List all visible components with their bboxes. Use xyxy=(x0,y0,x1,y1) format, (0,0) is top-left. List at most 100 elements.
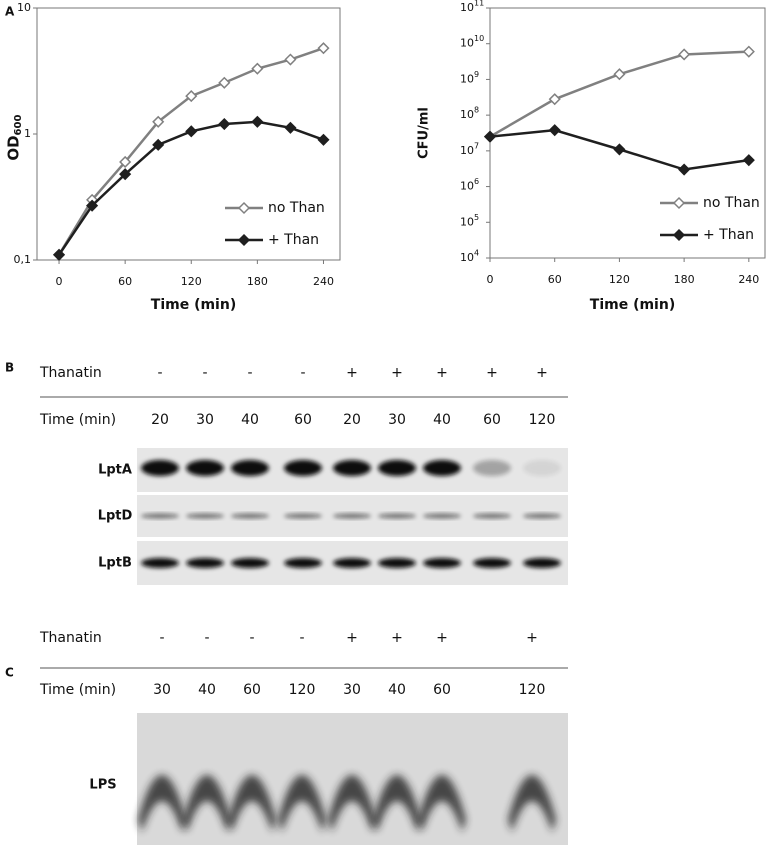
x-tick-label: 120 xyxy=(181,275,202,288)
panel-label: C xyxy=(5,666,14,680)
time-label: 60 xyxy=(243,682,261,698)
x-axis-label: Time (min) xyxy=(151,297,236,313)
blot-band xyxy=(231,558,269,568)
blot-band xyxy=(333,513,371,519)
time-label: 120 xyxy=(519,682,546,698)
panel-label: A xyxy=(5,5,15,19)
time-label: 120 xyxy=(529,412,556,428)
treatment-sign: + xyxy=(486,365,498,381)
x-tick-label: 60 xyxy=(548,273,562,286)
row-label: Time (min) xyxy=(39,682,116,698)
row-label: Time (min) xyxy=(39,412,116,428)
treatment-sign: - xyxy=(249,630,254,646)
legend-marker xyxy=(237,233,251,247)
data-point xyxy=(613,68,626,81)
y-tick-exponent: 7 xyxy=(474,141,479,150)
treatment-sign: - xyxy=(202,365,207,381)
data-point xyxy=(86,199,99,212)
blot-band xyxy=(141,558,179,568)
y-tick-label: 10 xyxy=(460,1,474,14)
data-point xyxy=(251,62,264,75)
treatment-sign: + xyxy=(391,630,403,646)
data-point xyxy=(284,121,297,134)
x-tick-label: 240 xyxy=(313,275,334,288)
treatment-sign: - xyxy=(204,630,209,646)
data-point xyxy=(548,93,561,106)
y-tick-label: 10 xyxy=(460,180,474,193)
blot-band xyxy=(473,558,511,568)
data-point xyxy=(742,154,755,167)
blot-band xyxy=(186,513,224,519)
lps-smear xyxy=(228,775,276,832)
legend-label: no Than xyxy=(703,195,760,211)
time-label: 40 xyxy=(198,682,216,698)
y-tick-label: 10 xyxy=(17,1,31,14)
treatment-sign: - xyxy=(300,365,305,381)
data-point xyxy=(742,45,755,58)
legend-label: no Than xyxy=(268,200,325,216)
blot-band xyxy=(186,460,224,476)
blot-band xyxy=(284,558,322,568)
series-line xyxy=(57,46,324,256)
treatment-sign: - xyxy=(247,365,252,381)
blot-band xyxy=(333,460,371,476)
time-label: 60 xyxy=(483,412,501,428)
treatment-sign: + xyxy=(436,630,448,646)
time-label: 30 xyxy=(388,412,406,428)
time-label: 20 xyxy=(343,412,361,428)
x-tick-label: 60 xyxy=(118,275,132,288)
y-tick-exponent: 5 xyxy=(474,213,479,222)
lps-smear xyxy=(328,775,376,832)
blot-band xyxy=(186,558,224,568)
lane-label: LptB xyxy=(98,556,132,571)
x-tick-label: 0 xyxy=(487,273,494,286)
treatment-sign: + xyxy=(536,365,548,381)
data-point xyxy=(185,90,198,103)
y-tick-label: 1 xyxy=(24,127,31,140)
data-point xyxy=(185,125,198,138)
y-axis-label: CFU/ml xyxy=(417,107,432,159)
time-label: 60 xyxy=(433,682,451,698)
data-point xyxy=(317,133,330,146)
data-point xyxy=(613,143,626,156)
y-tick-exponent: 4 xyxy=(474,249,479,258)
data-point xyxy=(678,48,691,61)
y-axis-label: OD xyxy=(5,135,23,160)
blot-band xyxy=(284,513,322,519)
blot-band xyxy=(378,460,416,476)
treatment-sign: - xyxy=(299,630,304,646)
data-point xyxy=(483,130,497,143)
legend-marker xyxy=(672,196,686,210)
lps-smear xyxy=(418,775,466,832)
x-tick-label: 0 xyxy=(56,275,63,288)
treatment-sign: + xyxy=(526,630,538,646)
data-point xyxy=(119,168,132,181)
data-point xyxy=(152,138,165,151)
row-label: Thanatin xyxy=(39,365,102,381)
treatment-sign: - xyxy=(159,630,164,646)
treatment-sign: + xyxy=(346,630,358,646)
lane-label: LptD xyxy=(98,509,133,524)
x-tick-label: 180 xyxy=(674,273,695,286)
row-label: Thanatin xyxy=(39,630,102,646)
y-tick-exponent: 11 xyxy=(474,0,484,8)
y-tick-label: 10 xyxy=(460,144,474,157)
data-point xyxy=(218,76,231,89)
treatment-sign: + xyxy=(391,365,403,381)
time-label: 30 xyxy=(343,682,361,698)
data-point xyxy=(251,115,264,128)
y-tick-label: 10 xyxy=(460,108,474,121)
blot-band xyxy=(523,558,561,568)
data-point xyxy=(119,155,132,169)
blot-band xyxy=(423,558,461,568)
y-tick-label: 10 xyxy=(460,251,474,264)
lane-label: LptA xyxy=(98,463,132,478)
data-point xyxy=(284,53,297,66)
blot-band xyxy=(141,460,179,476)
blot-band xyxy=(284,460,322,476)
y-axis-label-subscript: 600 xyxy=(13,115,24,136)
legend-label: + Than xyxy=(268,232,319,248)
y-tick-label: 10 xyxy=(460,215,474,228)
blot-band xyxy=(141,513,179,519)
